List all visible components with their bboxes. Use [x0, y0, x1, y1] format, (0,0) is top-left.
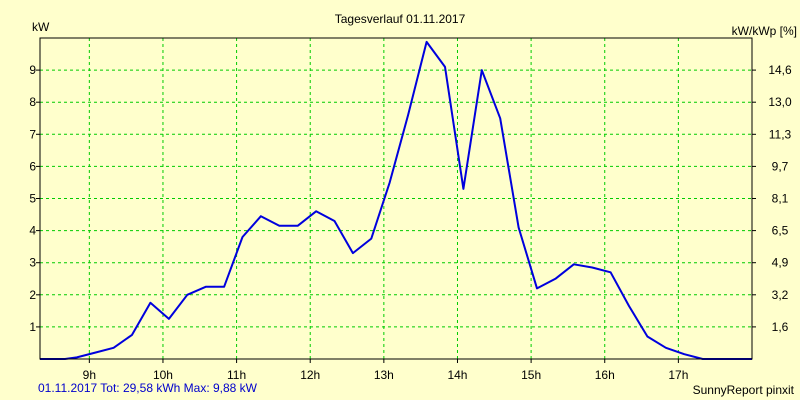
y-right-tick-label: 1,6	[772, 320, 789, 334]
y-tick-label: 8	[29, 95, 36, 109]
y-tick-label: 2	[29, 288, 36, 302]
x-tick-label: 9h	[83, 368, 96, 382]
y-tick-label: 7	[29, 127, 36, 141]
power-series-line	[40, 40, 752, 360]
axis-ticks: 1 1,6 2 3,2 3 4,9 4 6,5 5 8,1 6 9,7 7 11,3 8 13,0 9 14,6 9…	[29, 63, 792, 382]
y-axis-label-left: kW	[32, 20, 50, 34]
chart-title: Tagesverlauf 01.11.2017	[335, 12, 466, 26]
x-tick-label: 15h	[521, 368, 541, 382]
y-right-tick-label: 14,6	[768, 63, 792, 77]
plot-frame	[39, 37, 753, 360]
y-right-tick-label: 8,1	[772, 192, 789, 206]
y-right-tick-label: 11,3	[769, 127, 792, 141]
y-tick-label: 9	[29, 63, 36, 77]
y-tick-label: 3	[29, 256, 36, 270]
x-tick-label: 16h	[595, 368, 615, 382]
y-tick-label: 5	[29, 192, 36, 206]
y-right-tick-label: 13,0	[768, 95, 792, 109]
x-tick-label: 11h	[227, 368, 246, 382]
footer-brand: SunnyReport pinxit	[693, 383, 795, 397]
x-tick-label: 10h	[153, 368, 173, 382]
y-tick-label: 4	[29, 224, 36, 238]
x-tick-label: 17h	[668, 368, 688, 382]
y-right-tick-label: 3,2	[772, 288, 789, 302]
y-right-tick-label: 4,9	[772, 256, 789, 270]
y-axis-label-right: kW/kWp [%]	[732, 24, 797, 38]
grid-lines	[40, 38, 752, 359]
y-tick-label: 1	[29, 320, 36, 334]
footer-summary: 01.11.2017 Tot: 29,58 kWh Max: 9,88 kW	[38, 381, 258, 395]
y-right-tick-label: 9,7	[772, 159, 789, 173]
x-tick-label: 14h	[447, 368, 467, 382]
y-tick-label: 6	[29, 159, 36, 173]
x-tick-label: 13h	[374, 368, 394, 382]
x-tick-label: 12h	[300, 368, 320, 382]
y-right-tick-label: 6,5	[772, 224, 789, 238]
series-layer	[40, 40, 752, 360]
